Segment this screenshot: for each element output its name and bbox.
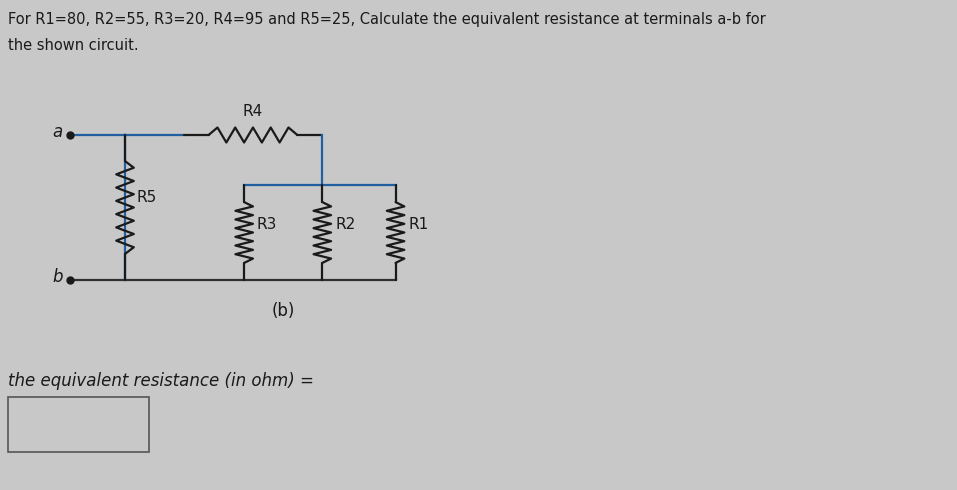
Text: (b): (b) xyxy=(272,302,295,320)
Text: For R1=80, R2=55, R3=20, R4=95 and R5=25, Calculate the equivalent resistance at: For R1=80, R2=55, R3=20, R4=95 and R5=25… xyxy=(8,12,766,27)
Text: R4: R4 xyxy=(243,104,263,119)
Text: R2: R2 xyxy=(335,217,355,232)
Text: the equivalent resistance (in ohm) =: the equivalent resistance (in ohm) = xyxy=(8,372,314,390)
Text: R5: R5 xyxy=(137,190,157,205)
Text: R3: R3 xyxy=(256,217,278,232)
Text: b: b xyxy=(52,268,62,286)
Text: a: a xyxy=(53,123,62,141)
Bar xyxy=(8,397,149,452)
Text: the shown circuit.: the shown circuit. xyxy=(8,38,139,53)
Text: R1: R1 xyxy=(409,217,429,232)
